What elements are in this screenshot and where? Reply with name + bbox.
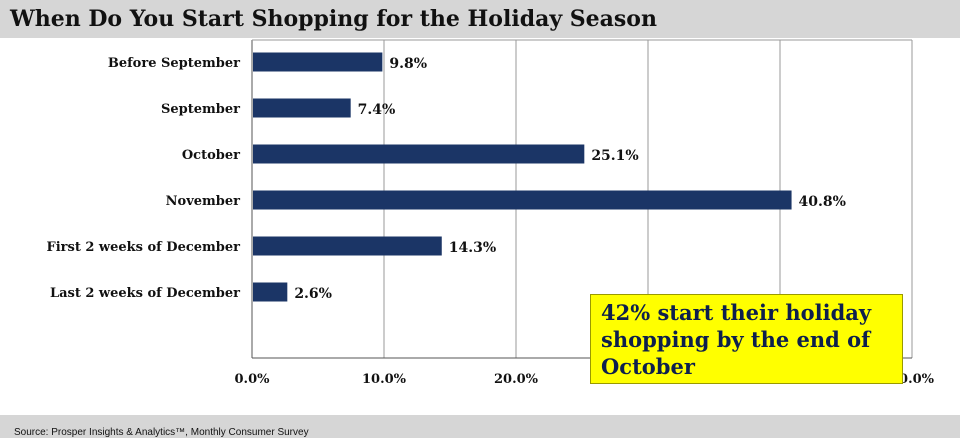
source-note: Source: Prosper Insights & Analytics™, M… xyxy=(14,427,309,438)
category-label: Last 2 weeks of December xyxy=(50,286,240,301)
category-label: November xyxy=(166,194,240,209)
bar xyxy=(253,282,288,302)
bar-chart: 0.0%10.0%20.0%30.0%40.0%50.0%Before Sept… xyxy=(46,39,935,387)
x-tick-label: 20.0% xyxy=(494,372,539,387)
data-label: 14.3% xyxy=(449,240,496,256)
bar xyxy=(253,52,383,72)
x-tick-label: 0.0% xyxy=(235,372,271,387)
chart-panel: 0.0%10.0%20.0%30.0%40.0%50.0%Before Sept… xyxy=(0,38,960,438)
data-label: 40.8% xyxy=(799,194,846,210)
category-label: September xyxy=(161,102,240,117)
bar xyxy=(253,98,351,118)
data-label: 25.1% xyxy=(591,148,638,164)
chart-title: When Do You Start Shopping for the Holid… xyxy=(10,6,657,32)
bar xyxy=(253,190,792,210)
data-label: 9.8% xyxy=(389,56,427,72)
bar xyxy=(253,236,442,256)
callout-box: 42% start their holiday shopping by the … xyxy=(590,294,903,384)
category-label: First 2 weeks of December xyxy=(46,240,240,255)
category-label: Before September xyxy=(108,56,240,71)
x-tick-label: 10.0% xyxy=(362,372,407,387)
data-label: 2.6% xyxy=(294,286,332,302)
data-label: 7.4% xyxy=(358,102,396,118)
category-label: October xyxy=(182,148,240,163)
bar xyxy=(253,144,585,164)
